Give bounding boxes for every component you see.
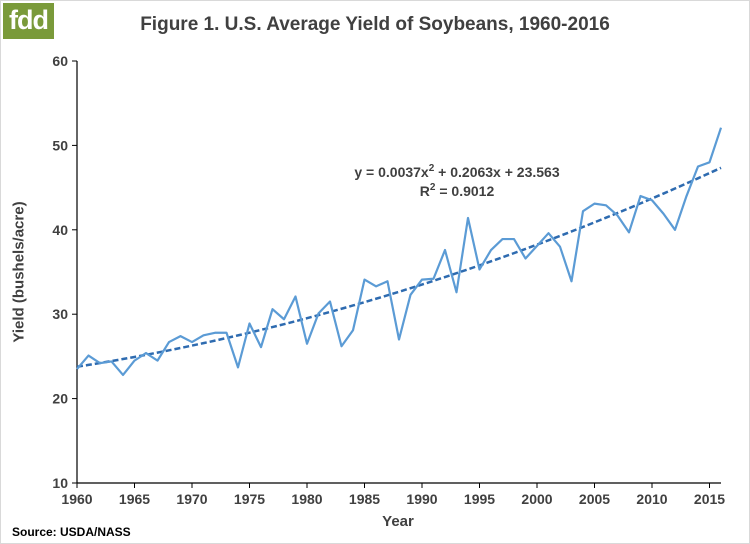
y-tick-label: 40 <box>52 222 68 238</box>
x-tick-label: 2000 <box>521 491 552 507</box>
x-tick-label: 1990 <box>406 491 437 507</box>
x-tick-label: 2010 <box>636 491 667 507</box>
r2-prefix: R <box>420 183 430 199</box>
x-axis-label: Year <box>382 513 414 530</box>
y-tick-label: 10 <box>52 475 68 491</box>
equation-suffix: + 0.2063x + 23.563 <box>434 164 560 180</box>
fdd-logo: fdd <box>3 3 54 39</box>
y-axis-label: Yield (bushels/acre) <box>10 201 28 343</box>
tick-labels: 10 20 30 40 50 60 1960 1965 1970 1975 1980 1985 1990… <box>52 53 725 507</box>
x-tick-label: 1980 <box>291 491 322 507</box>
chart-title: Figure 1. U.S. Average Yield of Soybeans… <box>140 14 610 35</box>
r2-exponent: 2 <box>430 182 436 193</box>
x-tick-label: 1965 <box>119 491 150 507</box>
y-tick-label: 50 <box>52 137 68 153</box>
x-tick-label: 2015 <box>694 491 725 507</box>
x-tick-label: 1995 <box>464 491 495 507</box>
source-note: Source: USDA/NASS <box>12 525 131 539</box>
r2-suffix: = 0.9012 <box>435 183 494 199</box>
yield-series-line <box>76 127 723 377</box>
trend-equation: y = 0.0037x2 + 0.2063x + 23.563 <box>354 163 559 180</box>
trend-line <box>76 166 722 368</box>
x-tick-label: 1975 <box>234 491 265 507</box>
x-tick-label: 1985 <box>349 491 380 507</box>
y-tick-label: 20 <box>52 391 68 407</box>
equation-exponent: 2 <box>429 163 435 174</box>
axes <box>72 60 721 488</box>
r-squared: R2 = 0.9012 <box>420 182 495 199</box>
y-tick-label: 30 <box>52 306 68 322</box>
y-tick-label: 60 <box>52 53 68 69</box>
x-tick-label: 2005 <box>579 491 610 507</box>
equation-prefix: y = 0.0037x <box>354 164 429 180</box>
x-tick-label: 1960 <box>61 491 92 507</box>
x-tick-label: 1970 <box>176 491 207 507</box>
